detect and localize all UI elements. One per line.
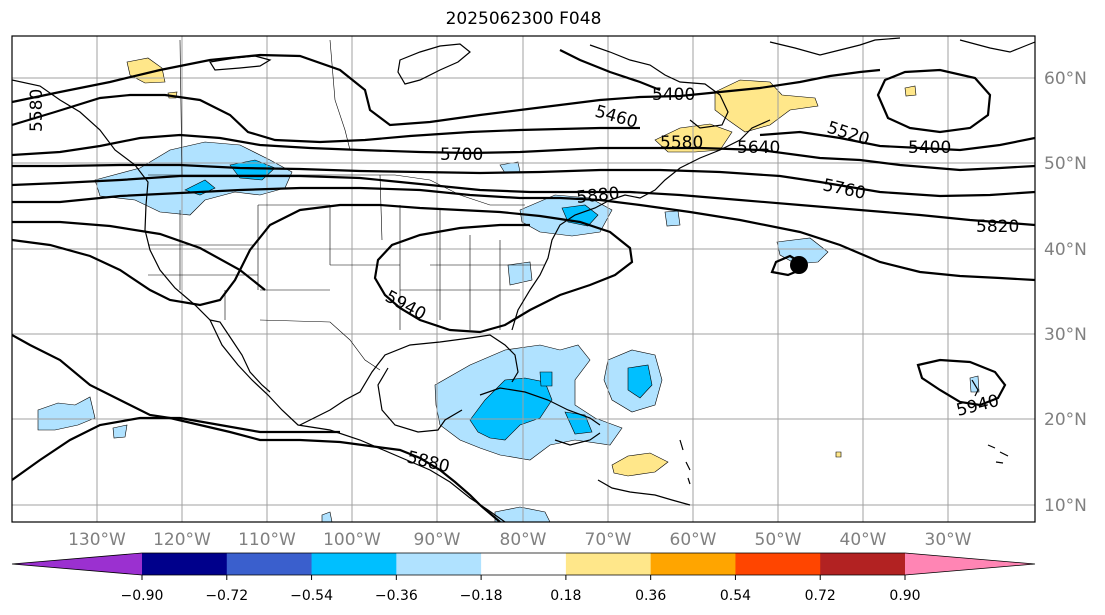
lat-label: 60°N [1044, 69, 1087, 89]
map-frame [11, 35, 1036, 523]
colorbar-segment [396, 553, 482, 575]
contour-label: 5580 [27, 89, 47, 132]
lat-label: 50°N [1044, 154, 1087, 174]
contour-label: 5400 [652, 85, 695, 105]
colorbar-extension-min [12, 553, 142, 575]
colorbar-tick-label: 0.18 [550, 588, 581, 604]
lon-label: 30°W [925, 530, 972, 550]
lon-label: 80°W [500, 530, 547, 550]
colorbar-ticks: −0.90 −0.72 −0.54 −0.36 −0.18 0.18 0.36 0.54 0.7… [121, 575, 921, 604]
lon-label: 100°W [323, 530, 381, 550]
colorbar-extension-max [905, 553, 1035, 575]
lon-label: 110°W [238, 530, 296, 550]
lat-label: 10°N [1044, 496, 1087, 516]
lon-label: 130°W [68, 530, 126, 550]
longitude-labels: 130°W 120°W 110°W 100°W 90°W 80°W 70°W 6… [68, 530, 972, 550]
colorbar-tick-label: −0.90 [121, 588, 164, 604]
colorbar-tick-label: 0.72 [805, 588, 836, 604]
cyclone-marker [790, 256, 808, 274]
shaded-field [37, 57, 980, 522]
lon-label: 120°W [153, 530, 211, 550]
colorbar-segment [820, 553, 906, 575]
colorbar-segment [226, 553, 313, 575]
colorbar-tick-label: 0.90 [889, 588, 920, 604]
height-contours [12, 49, 1035, 522]
latitude-labels: 60°N 50°N 40°N 30°N 20°N 10°N [1044, 69, 1087, 516]
contour-label: 5400 [908, 138, 951, 158]
colorbar-tick-label: −0.54 [290, 588, 333, 604]
colorbar-segment [650, 553, 736, 575]
map-title: 2025062300 F048 [445, 9, 602, 29]
lon-label: 90°W [414, 530, 461, 550]
contour-label: 5820 [976, 217, 1019, 237]
lon-label: 40°W [840, 530, 887, 550]
contour-label: 5880 [575, 184, 620, 208]
contour-label: 5700 [440, 145, 483, 165]
lon-label: 70°W [585, 530, 632, 550]
lon-label: 50°W [755, 530, 802, 550]
colorbar-tick-label: 0.36 [635, 588, 666, 604]
lat-label: 40°N [1044, 240, 1087, 260]
colorbar-segment [565, 553, 652, 575]
lon-label: 60°W [670, 530, 717, 550]
contour-label: 5640 [737, 138, 780, 158]
colorbar-tick-label: −0.18 [460, 588, 503, 604]
colorbar-tick-label: −0.72 [205, 588, 248, 604]
graticule [12, 36, 1035, 522]
colorbar-tick-label: 0.54 [720, 588, 751, 604]
colorbar-segment [311, 553, 397, 575]
colorbar-tick-label: −0.36 [375, 588, 418, 604]
colorbar-segment [481, 553, 567, 575]
colorbar-segment [735, 553, 821, 575]
colorbar-segment [142, 553, 228, 575]
lat-label: 30°N [1044, 325, 1087, 345]
lat-label: 20°N [1044, 410, 1087, 430]
contour-label: 5580 [660, 133, 703, 153]
colorbar [11, 552, 1036, 576]
